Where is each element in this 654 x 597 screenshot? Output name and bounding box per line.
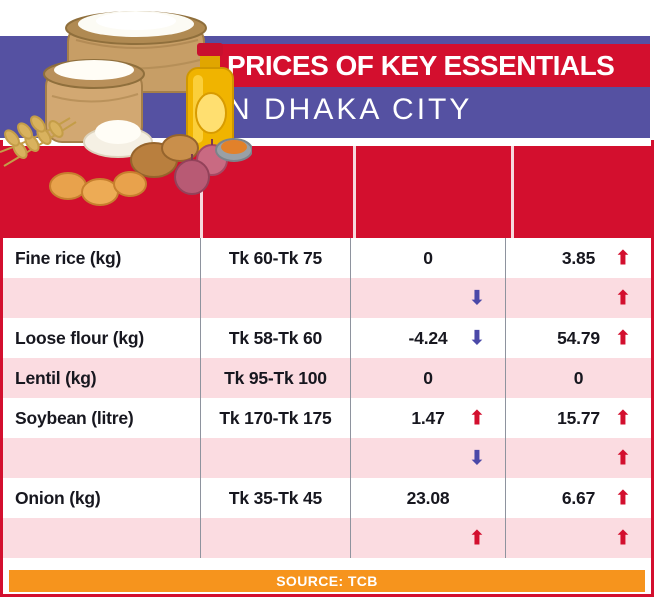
prices-table: Fine rice (kg) Tk 60-Tk 75 0 3.85 Loose … bbox=[0, 140, 654, 597]
up-arrow-icon bbox=[614, 448, 631, 468]
up-arrow-icon bbox=[614, 288, 631, 308]
change-b-value: 15.77 bbox=[557, 407, 600, 428]
up-arrow-icon bbox=[468, 408, 485, 428]
food-collage-illustration bbox=[0, 11, 252, 206]
change-b-cell bbox=[505, 438, 651, 478]
change-a-cell bbox=[350, 438, 505, 478]
change-b-cell: 54.79 bbox=[505, 318, 651, 358]
change-a-cell: 1.47 bbox=[350, 398, 505, 438]
header-cell bbox=[356, 146, 511, 238]
price-cell: Tk 58-Tk 60 bbox=[200, 318, 350, 358]
change-a-cell bbox=[350, 518, 505, 558]
up-arrow-icon bbox=[614, 248, 631, 268]
source-bar: SOURCE: TCB bbox=[9, 570, 645, 592]
change-a-value: 23.08 bbox=[406, 487, 450, 508]
item-cell: Lentil (kg) bbox=[15, 367, 97, 388]
change-a-value: 1.47 bbox=[411, 407, 445, 428]
table-body: Fine rice (kg) Tk 60-Tk 75 0 3.85 Loose … bbox=[3, 238, 651, 558]
change-a-cell: 0 bbox=[350, 358, 505, 398]
item-cell bbox=[3, 278, 200, 318]
title-box: PRICES OF KEY ESSENTIALS bbox=[214, 44, 650, 87]
change-b-cell: 6.67 bbox=[505, 478, 651, 518]
lentil-bowl-icon bbox=[215, 138, 252, 162]
change-b-value: 6.67 bbox=[561, 487, 596, 508]
eggs-icon bbox=[49, 171, 147, 206]
change-b-cell: 3.85 bbox=[505, 238, 651, 278]
up-arrow-icon bbox=[614, 328, 631, 348]
price-cell bbox=[200, 278, 350, 318]
potatoes-icon bbox=[130, 134, 199, 178]
change-a-value: 0 bbox=[423, 367, 433, 388]
change-a-value: 0 bbox=[423, 247, 433, 268]
change-a-cell: 23.08 bbox=[350, 478, 505, 518]
wheat-icon bbox=[0, 115, 77, 167]
price-cell bbox=[200, 518, 350, 558]
source-label: SOURCE: TCB bbox=[276, 573, 378, 589]
change-a-cell: 0 bbox=[350, 238, 505, 278]
change-b-cell bbox=[505, 278, 651, 318]
change-a-cell bbox=[350, 278, 505, 318]
price-cell: Tk 60-Tk 75 bbox=[200, 238, 350, 278]
price-cell: Tk 35-Tk 45 bbox=[200, 478, 350, 518]
change-b-cell bbox=[505, 518, 651, 558]
down-arrow-icon bbox=[468, 448, 485, 468]
oil-bottle-icon bbox=[186, 43, 234, 153]
table-row: Onion (kg) Tk 35-Tk 45 23.08 6.67 bbox=[3, 478, 651, 518]
item-cell: Loose flour (kg) bbox=[15, 327, 145, 348]
change-b-value: 0 bbox=[573, 367, 584, 388]
item-cell bbox=[3, 438, 200, 478]
change-b-cell: 15.77 bbox=[505, 398, 651, 438]
item-cell bbox=[3, 518, 200, 558]
price-cell: Tk 170-Tk 175 bbox=[200, 398, 350, 438]
table-row: Lentil (kg) Tk 95-Tk 100 0 0 bbox=[3, 358, 651, 398]
change-a-cell: -4.24 bbox=[350, 318, 505, 358]
up-arrow-icon bbox=[614, 408, 631, 428]
table-row bbox=[3, 438, 651, 478]
header-cell bbox=[514, 146, 651, 238]
item-cell: Fine rice (kg) bbox=[15, 247, 122, 268]
item-cell: Onion (kg) bbox=[15, 487, 101, 508]
change-b-value: 3.85 bbox=[561, 247, 596, 268]
table-row: Soybean (litre) Tk 170-Tk 175 1.47 15.77 bbox=[3, 398, 651, 438]
change-b-cell: 0 bbox=[505, 358, 651, 398]
item-cell: Soybean (litre) bbox=[15, 407, 134, 428]
price-cell: Tk 95-Tk 100 bbox=[200, 358, 350, 398]
change-a-value: -4.24 bbox=[408, 327, 448, 348]
change-b-value: 54.79 bbox=[557, 327, 600, 348]
down-arrow-icon bbox=[468, 288, 485, 308]
up-arrow-icon bbox=[614, 488, 631, 508]
table-row bbox=[3, 278, 651, 318]
table-row bbox=[3, 518, 651, 558]
table-row: Loose flour (kg) Tk 58-Tk 60 -4.24 54.79 bbox=[3, 318, 651, 358]
up-arrow-icon bbox=[614, 528, 631, 548]
up-arrow-icon bbox=[468, 528, 485, 548]
page-title: PRICES OF KEY ESSENTIALS bbox=[227, 49, 615, 81]
page-subtitle: N DHAKA CITY bbox=[228, 93, 473, 126]
price-cell bbox=[200, 438, 350, 478]
table-row: Fine rice (kg) Tk 60-Tk 75 0 3.85 bbox=[3, 238, 651, 278]
down-arrow-icon bbox=[468, 328, 485, 348]
